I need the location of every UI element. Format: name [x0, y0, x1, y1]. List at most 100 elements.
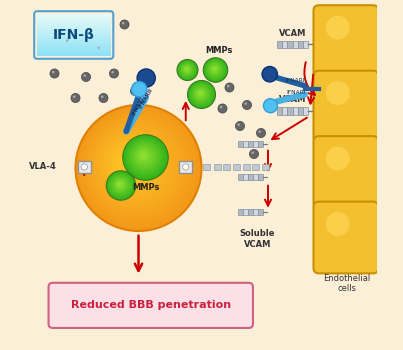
Circle shape	[52, 71, 54, 74]
Bar	[37, 54, 110, 56]
Bar	[303, 107, 308, 115]
Circle shape	[50, 69, 59, 78]
Circle shape	[235, 121, 245, 131]
Circle shape	[71, 93, 80, 103]
Circle shape	[75, 105, 202, 231]
Bar	[223, 164, 230, 170]
Circle shape	[104, 135, 163, 194]
Circle shape	[178, 61, 197, 79]
Bar	[37, 53, 110, 55]
Circle shape	[212, 66, 217, 71]
Circle shape	[99, 93, 108, 103]
Bar	[248, 209, 253, 215]
Circle shape	[207, 61, 224, 78]
Circle shape	[108, 172, 134, 198]
Circle shape	[326, 16, 350, 40]
Circle shape	[98, 46, 100, 49]
Circle shape	[117, 181, 123, 187]
Text: IFN-β: IFN-β	[53, 28, 95, 42]
Circle shape	[225, 83, 234, 92]
Bar	[293, 107, 298, 115]
Text: VCAM: VCAM	[279, 29, 306, 38]
Circle shape	[115, 147, 148, 180]
Circle shape	[110, 175, 131, 195]
Circle shape	[108, 139, 158, 189]
Circle shape	[183, 164, 189, 170]
Circle shape	[118, 183, 121, 186]
Text: IFNARII: IFNARII	[285, 78, 307, 83]
Bar	[37, 16, 110, 18]
Bar	[258, 174, 264, 180]
Circle shape	[131, 82, 147, 97]
Circle shape	[120, 20, 129, 29]
Circle shape	[118, 150, 143, 176]
Bar	[298, 107, 303, 115]
Circle shape	[185, 68, 188, 70]
Bar	[37, 51, 110, 53]
Circle shape	[83, 113, 192, 222]
Circle shape	[66, 39, 69, 42]
Circle shape	[129, 141, 161, 173]
FancyBboxPatch shape	[314, 71, 378, 142]
Circle shape	[180, 62, 195, 77]
Circle shape	[184, 66, 190, 72]
Bar	[303, 41, 308, 48]
Circle shape	[256, 128, 266, 138]
Bar	[253, 209, 258, 215]
Bar	[287, 41, 293, 48]
Circle shape	[220, 106, 222, 108]
Circle shape	[179, 61, 196, 78]
Circle shape	[195, 88, 206, 99]
Circle shape	[83, 74, 86, 77]
Bar	[37, 14, 110, 15]
Bar	[238, 174, 243, 180]
Circle shape	[196, 89, 205, 98]
Circle shape	[197, 91, 203, 96]
Bar	[233, 164, 240, 170]
Circle shape	[111, 143, 153, 185]
Circle shape	[182, 64, 192, 75]
Bar	[37, 46, 110, 48]
Circle shape	[206, 60, 225, 79]
Circle shape	[209, 63, 221, 76]
Circle shape	[258, 130, 261, 133]
Bar	[37, 28, 110, 29]
Bar	[37, 18, 110, 20]
Bar	[37, 40, 110, 42]
FancyBboxPatch shape	[314, 136, 378, 208]
Circle shape	[237, 123, 240, 126]
Bar	[243, 141, 248, 147]
Circle shape	[204, 59, 226, 81]
Bar	[37, 33, 110, 35]
Circle shape	[109, 174, 133, 197]
Circle shape	[244, 102, 247, 105]
Bar	[282, 107, 287, 115]
Circle shape	[177, 60, 198, 80]
Circle shape	[181, 63, 193, 76]
Bar	[37, 49, 110, 50]
Bar	[258, 209, 264, 215]
Text: Endothelial
cells: Endothelial cells	[323, 274, 370, 293]
Bar	[252, 164, 259, 170]
Circle shape	[264, 99, 277, 113]
Circle shape	[122, 154, 139, 171]
Circle shape	[111, 71, 114, 74]
Circle shape	[203, 58, 228, 82]
Bar	[258, 141, 264, 147]
Circle shape	[135, 147, 153, 165]
FancyBboxPatch shape	[314, 5, 378, 77]
Circle shape	[96, 44, 104, 54]
Bar	[78, 161, 91, 173]
Circle shape	[100, 132, 168, 199]
Circle shape	[326, 81, 350, 105]
Circle shape	[132, 88, 135, 91]
Text: VLA-4: VLA-4	[29, 162, 56, 172]
Circle shape	[122, 22, 125, 24]
Bar	[37, 21, 110, 22]
Bar	[282, 41, 287, 48]
Bar	[243, 174, 248, 180]
Circle shape	[249, 149, 259, 159]
Circle shape	[114, 179, 126, 190]
Text: Soluble
VCAM: Soluble VCAM	[240, 229, 275, 248]
Bar	[37, 22, 110, 24]
